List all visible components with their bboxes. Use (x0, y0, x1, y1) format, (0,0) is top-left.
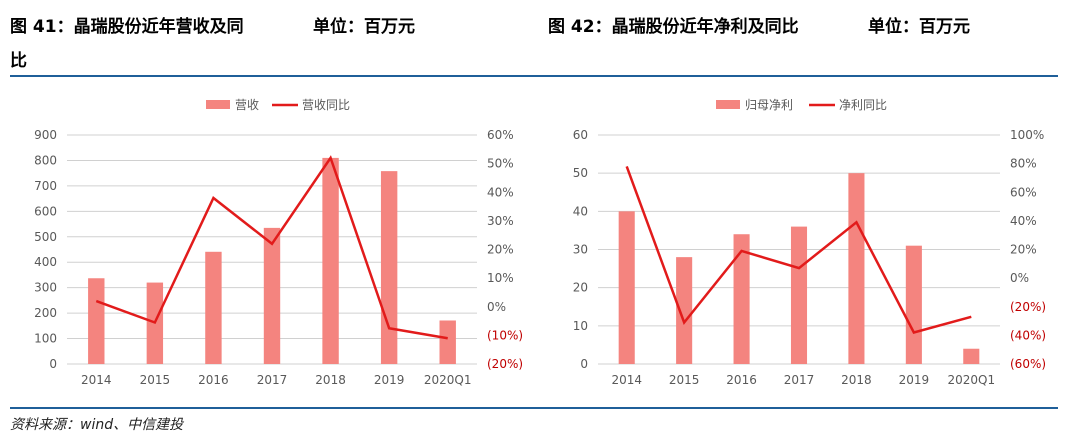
bar (439, 320, 456, 364)
y-left-tick-label: 400 (34, 255, 57, 269)
chart-title-right: 图 42：晶瑞股份近年净利及同比 单位：百万元 (548, 10, 1068, 44)
y-right-tick-label: (20%) (1010, 300, 1046, 314)
chart-title-right-text: 图 42：晶瑞股份近年净利及同比 (548, 17, 799, 37)
legend-label-bar: 归母净利 (745, 98, 793, 112)
x-tick-label: 2020Q1 (947, 373, 995, 387)
chart-title-left-line1: 图 41：晶瑞股份近年营收及同 (10, 17, 244, 37)
bar (963, 348, 980, 364)
y-right-tick-label: 30% (487, 214, 514, 228)
y-right-tick-label: 40% (1010, 214, 1037, 228)
y-right-tick-label: (20%) (487, 357, 523, 371)
y-left-tick-label: 60 (573, 128, 588, 142)
net-profit-chart: 0 10 20 30 40 50 60 (60%) (40%) (20%) 0% 20% 40% 60% 8… (573, 98, 1046, 387)
legend-label-line: 营收同比 (302, 98, 350, 112)
y-right-tick-label: 10% (487, 271, 514, 285)
y-left-tick-label: 40 (573, 204, 588, 218)
bar (380, 171, 398, 364)
y-right-tick-label: 100% (1010, 128, 1044, 142)
legend-label-bar: 营收 (235, 98, 259, 112)
y-left-tick-label: 0 (49, 357, 57, 371)
y-left-tick-label: 0 (580, 357, 588, 371)
y-left-tick-label: 300 (34, 281, 57, 295)
y-right-tick-label: 60% (487, 128, 514, 142)
x-tick-label: 2018 (841, 373, 872, 387)
x-tick-label: 2014 (81, 373, 112, 387)
bar (618, 211, 635, 364)
x-tick-label: 2015 (140, 373, 171, 387)
y-left-tick-label: 200 (34, 306, 57, 320)
source-note: 资料来源：wind、中信建投 (10, 417, 184, 433)
x-tick-label: 2014 (611, 373, 642, 387)
legend-swatch-bar (716, 100, 740, 109)
y-right-tick-label: 50% (487, 157, 514, 171)
bar (733, 234, 750, 364)
x-tick-label: 2016 (198, 373, 229, 387)
x-tick-label: 2019 (374, 373, 405, 387)
y-right-tick-label: (10%) (487, 328, 523, 342)
bar (322, 157, 339, 364)
bar (790, 226, 808, 364)
x-tick-label: 2016 (726, 373, 757, 387)
y-right-tick-label: 40% (487, 185, 514, 199)
legend-label-line: 净利同比 (839, 98, 887, 112)
chart-title-left-line2: 比 (10, 51, 27, 71)
y-left-tick-label: 800 (34, 153, 57, 167)
x-tick-label: 2015 (669, 373, 700, 387)
bar (905, 245, 922, 364)
y-left-tick-label: 500 (34, 230, 57, 244)
bar (88, 278, 105, 364)
x-tick-label: 2020Q1 (424, 373, 472, 387)
y-right-tick-label: 0% (487, 300, 506, 314)
y-right-tick-label: (40%) (1010, 328, 1046, 342)
top-divider (10, 75, 1058, 77)
chart-title-left: 图 41：晶瑞股份近年营收及同 比 单位：百万元 (10, 10, 480, 78)
bar (676, 257, 693, 364)
y-right-tick-label: 20% (1010, 243, 1037, 257)
bar (263, 227, 281, 364)
y-left-tick-label: 50 (573, 166, 588, 180)
legend-swatch-bar (206, 100, 230, 109)
y-left-tick-label: 700 (34, 179, 57, 193)
y-left-tick-label: 20 (573, 281, 588, 295)
x-tick-label: 2019 (899, 373, 930, 387)
bar (205, 251, 222, 364)
y-right-tick-label: 20% (487, 243, 514, 257)
y-left-tick-label: 30 (573, 243, 588, 257)
x-tick-label: 2017 (257, 373, 288, 387)
x-tick-label: 2017 (784, 373, 815, 387)
y-right-tick-label: (60%) (1010, 357, 1046, 371)
x-tick-label: 2018 (315, 373, 346, 387)
y-right-tick-label: 80% (1010, 157, 1037, 171)
y-left-tick-label: 600 (34, 204, 57, 218)
bottom-divider (10, 407, 1058, 409)
chart-unit-right: 单位：百万元 (868, 17, 970, 37)
chart-unit-left: 单位：百万元 (313, 17, 415, 37)
y-left-tick-label: 100 (34, 332, 57, 346)
bar (848, 173, 865, 364)
y-right-tick-label: 0% (1010, 271, 1029, 285)
revenue-chart: 0 100 200 300 400 500 600 700 800 900 (20%) (10%) 0%… (34, 98, 523, 387)
y-left-tick-label: 10 (573, 319, 588, 333)
y-left-tick-label: 900 (34, 128, 57, 142)
y-right-tick-label: 60% (1010, 185, 1037, 199)
